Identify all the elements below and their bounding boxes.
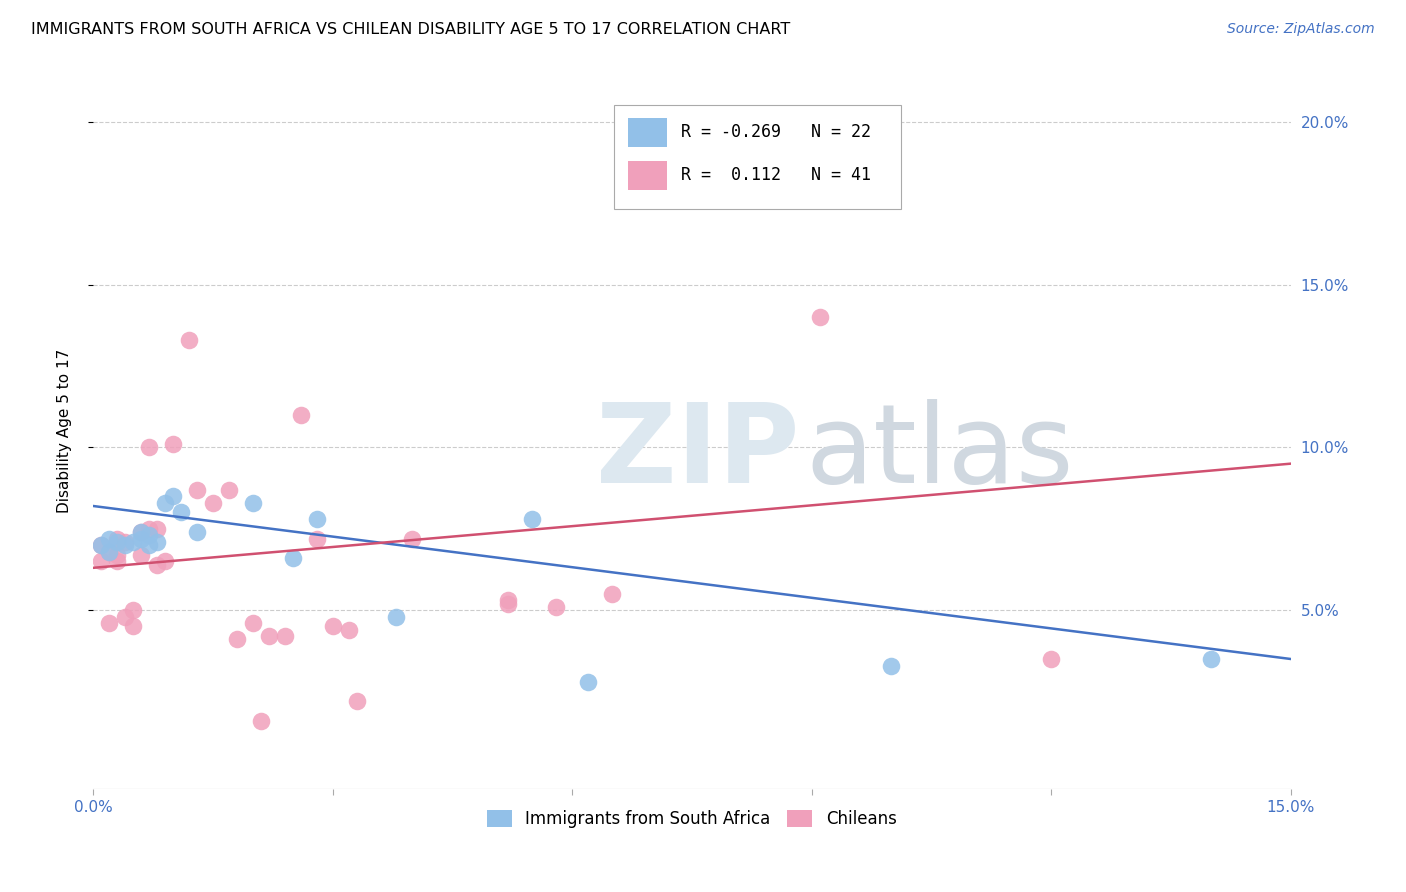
Point [218, 483, 240, 497]
Point [322, 619, 344, 633]
Point [90, 538, 112, 552]
Point [290, 408, 312, 422]
Text: IMMIGRANTS FROM SOUTH AFRICA VS CHILEAN DISABILITY AGE 5 TO 17 CORRELATION CHART: IMMIGRANTS FROM SOUTH AFRICA VS CHILEAN … [31, 22, 790, 37]
Point [1040, 652, 1063, 666]
Point [273, 629, 295, 643]
Text: Source: ZipAtlas.com: Source: ZipAtlas.com [1227, 22, 1375, 37]
Point [170, 506, 193, 520]
Point [600, 587, 623, 601]
Point [114, 538, 136, 552]
Point [138, 528, 160, 542]
Point [337, 623, 360, 637]
Point [808, 310, 831, 325]
Point [105, 532, 128, 546]
Point [177, 333, 200, 347]
Point [225, 632, 247, 647]
Point [201, 496, 224, 510]
Point [824, 141, 846, 155]
Point [496, 597, 519, 611]
Point [90, 538, 112, 552]
Point [138, 538, 160, 552]
Text: ZIP: ZIP [596, 399, 800, 506]
Point [249, 714, 271, 728]
Point [114, 609, 136, 624]
Point [153, 554, 176, 568]
Point [90, 554, 112, 568]
Point [522, 512, 544, 526]
Point [98, 544, 121, 558]
Point [346, 694, 368, 708]
Point [105, 548, 128, 562]
Point [146, 534, 169, 549]
Point [98, 544, 121, 558]
Point [242, 496, 264, 510]
Point [146, 522, 169, 536]
Point [186, 524, 208, 539]
Legend: Immigrants from South Africa, Chileans: Immigrants from South Africa, Chileans [481, 803, 903, 835]
Point [98, 616, 121, 631]
Point [880, 658, 903, 673]
Point [105, 554, 128, 568]
Point [129, 524, 152, 539]
Point [1199, 652, 1222, 666]
Point [496, 593, 519, 607]
Point [105, 534, 128, 549]
Point [401, 532, 423, 546]
Point [122, 534, 145, 549]
Bar [614, 105, 901, 209]
Point [576, 674, 599, 689]
Point [122, 619, 145, 633]
Point [153, 496, 176, 510]
Point [162, 489, 184, 503]
Point [129, 524, 152, 539]
Point [129, 548, 152, 562]
Text: R = -0.269   N = 22: R = -0.269 N = 22 [681, 123, 872, 141]
Point [138, 522, 160, 536]
Point [162, 437, 184, 451]
Point [98, 532, 121, 546]
Point [257, 629, 280, 643]
Point [242, 616, 264, 631]
Point [114, 534, 136, 549]
Point [305, 532, 328, 546]
Point [186, 483, 208, 497]
Point [281, 551, 304, 566]
Y-axis label: Disability Age 5 to 17: Disability Age 5 to 17 [58, 349, 72, 513]
Point [129, 532, 152, 546]
Bar [628, 118, 666, 147]
Text: atlas: atlas [806, 399, 1074, 506]
Point [385, 609, 408, 624]
Point [305, 512, 328, 526]
Point [546, 599, 568, 614]
Bar [628, 161, 666, 190]
Point [122, 603, 145, 617]
Text: R =  0.112   N = 41: R = 0.112 N = 41 [681, 166, 872, 184]
Point [146, 558, 169, 572]
Point [138, 441, 160, 455]
